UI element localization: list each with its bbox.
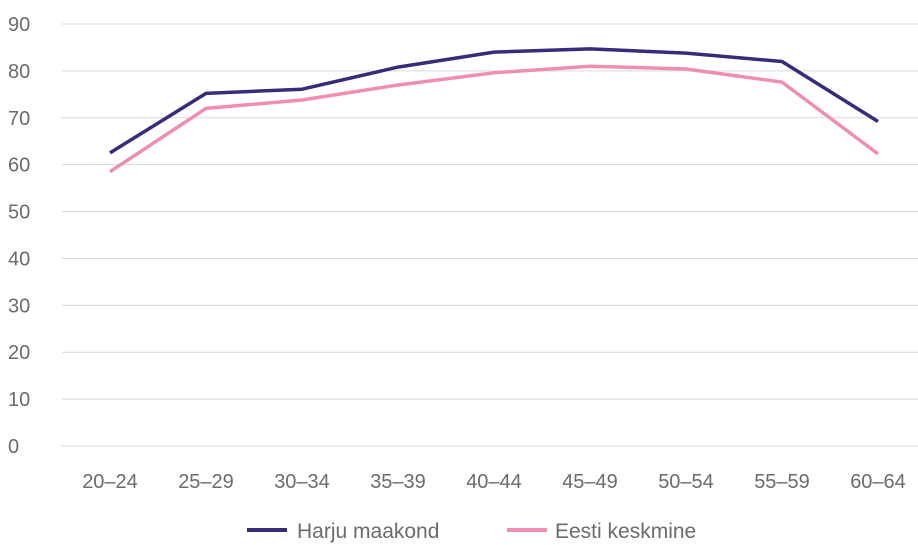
x-tick-label: 35–39 xyxy=(370,471,426,493)
legend: Harju maakond Eesti keskmine xyxy=(247,520,696,543)
legend-item: Harju maakond xyxy=(247,520,439,543)
legend-label: Eesti keskmine xyxy=(555,520,696,543)
legend-item: Eesti keskmine xyxy=(507,520,696,543)
series-line-harju-maakond xyxy=(109,47,879,155)
y-tick-label: 30 xyxy=(8,295,30,317)
y-tick-label: 10 xyxy=(8,389,30,411)
y-tick-label: 90 xyxy=(8,14,30,36)
y-tick-label: 20 xyxy=(8,342,30,364)
y-tick-label: 80 xyxy=(8,61,30,83)
y-axis-tick-labels: 0 10 20 30 40 50 60 70 80 90 xyxy=(8,14,30,458)
x-tick-label: 60–64 xyxy=(850,471,906,493)
x-tick-label: 30–34 xyxy=(274,471,330,493)
x-tick-label: 50–54 xyxy=(658,471,714,493)
x-tick-label: 55–59 xyxy=(754,471,810,493)
y-tick-label: 60 xyxy=(8,155,30,177)
y-tick-label: 50 xyxy=(8,202,30,224)
x-tick-label: 45–49 xyxy=(562,471,618,493)
x-tick-label: 25–29 xyxy=(178,471,234,493)
x-tick-label: 20–24 xyxy=(82,471,138,493)
gridlines xyxy=(62,23,918,447)
legend-label: Harju maakond xyxy=(297,520,439,543)
x-axis-tick-labels: 20–24 25–29 30–34 35–39 40–44 45–49 50–54 55–59… xyxy=(82,471,906,493)
series-lines xyxy=(109,47,880,174)
y-tick-label: 70 xyxy=(8,108,30,130)
x-tick-label: 40–44 xyxy=(466,471,522,493)
y-tick-label: 40 xyxy=(8,248,30,270)
y-tick-label: 0 xyxy=(8,436,19,458)
series-line-eesti-keskmine xyxy=(109,64,880,174)
